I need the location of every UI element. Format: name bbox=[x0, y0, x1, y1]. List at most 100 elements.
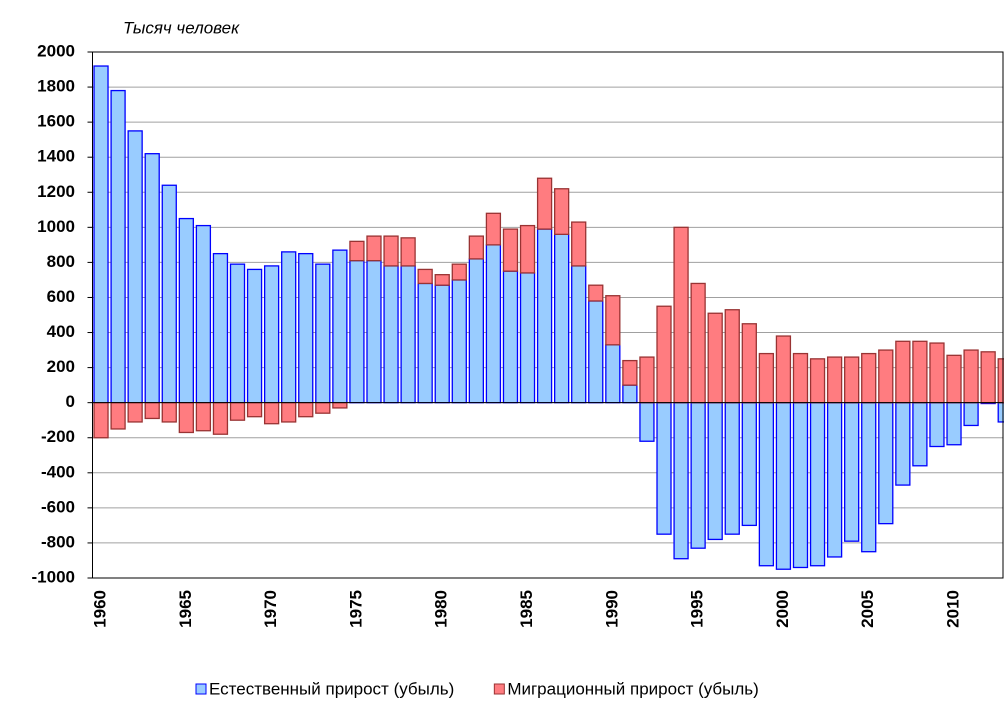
bar bbox=[485, 212, 502, 246]
bar bbox=[690, 402, 706, 549]
bar bbox=[315, 402, 331, 414]
bar bbox=[161, 402, 177, 423]
bar bbox=[536, 228, 553, 404]
bar bbox=[861, 402, 877, 553]
bar bbox=[809, 402, 826, 567]
bar bbox=[127, 402, 143, 423]
y-tick-label: 1200 bbox=[37, 182, 75, 201]
bar bbox=[434, 284, 450, 404]
bar bbox=[724, 402, 740, 535]
y-tick-label: -400 bbox=[41, 462, 75, 481]
x-tick-label: 2010 bbox=[944, 590, 963, 628]
bar bbox=[468, 258, 485, 404]
bar bbox=[554, 188, 570, 235]
bar bbox=[571, 265, 587, 404]
bar bbox=[281, 402, 297, 423]
bar bbox=[571, 221, 587, 267]
bar bbox=[878, 349, 894, 404]
bar bbox=[246, 402, 263, 418]
bar bbox=[639, 356, 655, 404]
x-tick-label: 1990 bbox=[602, 590, 621, 628]
bar bbox=[417, 268, 433, 285]
bar bbox=[690, 282, 706, 404]
bar bbox=[912, 402, 928, 467]
bar bbox=[229, 402, 246, 421]
bar bbox=[451, 279, 467, 404]
x-tick-label: 2000 bbox=[773, 590, 792, 628]
legend-label: Миграционный прирост (убыль) bbox=[507, 679, 759, 698]
bar bbox=[673, 402, 689, 560]
bar bbox=[912, 340, 928, 404]
bars bbox=[93, 65, 1004, 570]
y-tick-label: -600 bbox=[41, 497, 75, 516]
bar bbox=[144, 402, 160, 420]
y-tick-label: 1000 bbox=[37, 217, 75, 236]
y-tick-label: 600 bbox=[47, 287, 75, 306]
y-tick-label: 1800 bbox=[37, 77, 75, 96]
bar bbox=[229, 263, 246, 404]
bar bbox=[929, 342, 945, 404]
bar bbox=[758, 352, 775, 404]
bar bbox=[588, 300, 604, 404]
bar bbox=[349, 240, 365, 262]
bar bbox=[946, 354, 962, 404]
bar bbox=[281, 251, 297, 404]
bar bbox=[741, 402, 757, 527]
legend-swatch bbox=[195, 683, 207, 695]
y-tick-label: 1600 bbox=[37, 112, 75, 131]
bar bbox=[775, 402, 792, 570]
y-tick-label: -200 bbox=[41, 427, 75, 446]
bar bbox=[383, 235, 399, 267]
bar bbox=[451, 263, 467, 281]
bar bbox=[332, 402, 348, 409]
bar bbox=[980, 351, 996, 404]
y-tick-label: -800 bbox=[41, 532, 75, 551]
bar bbox=[298, 252, 314, 404]
bar bbox=[212, 252, 229, 404]
x-tick-label: 1995 bbox=[688, 590, 707, 628]
bar bbox=[144, 153, 160, 404]
bar bbox=[212, 402, 229, 435]
x-tick-label: 1975 bbox=[346, 590, 365, 628]
bar bbox=[502, 270, 519, 404]
bar bbox=[554, 233, 570, 404]
bar bbox=[997, 358, 1004, 404]
bar bbox=[707, 402, 723, 541]
y-tick-label: 2000 bbox=[37, 41, 75, 60]
bar bbox=[861, 352, 877, 404]
bar bbox=[929, 402, 945, 448]
bar bbox=[707, 312, 723, 404]
bar bbox=[997, 402, 1004, 423]
bar bbox=[775, 335, 792, 404]
bar bbox=[263, 265, 280, 404]
bar bbox=[963, 402, 979, 427]
bar bbox=[895, 402, 911, 486]
bar bbox=[519, 272, 536, 404]
bar bbox=[366, 235, 382, 262]
bar bbox=[485, 244, 502, 404]
bar bbox=[844, 356, 860, 404]
y-tick-label: 400 bbox=[47, 322, 75, 341]
x-tick-label: 2005 bbox=[858, 590, 877, 628]
y-tick-label: -1000 bbox=[32, 567, 75, 586]
bar bbox=[263, 402, 280, 425]
bar bbox=[809, 358, 826, 404]
x-tick-label: 1970 bbox=[261, 590, 280, 628]
bar bbox=[826, 356, 843, 404]
legend-swatch bbox=[493, 683, 505, 695]
bar bbox=[622, 384, 638, 404]
bar bbox=[417, 282, 433, 404]
bar bbox=[195, 224, 212, 404]
bar bbox=[605, 295, 621, 346]
bar bbox=[110, 89, 126, 404]
bar bbox=[178, 217, 194, 404]
bar bbox=[400, 237, 416, 267]
bar bbox=[383, 265, 399, 404]
bar bbox=[127, 130, 143, 404]
x-tick-label: 1965 bbox=[176, 590, 195, 628]
legend-label: Естественный прирост (убыль) bbox=[209, 679, 454, 698]
bar bbox=[622, 359, 638, 386]
x-tick-label: 1985 bbox=[517, 590, 536, 628]
x-tick-label: 1960 bbox=[91, 590, 110, 628]
